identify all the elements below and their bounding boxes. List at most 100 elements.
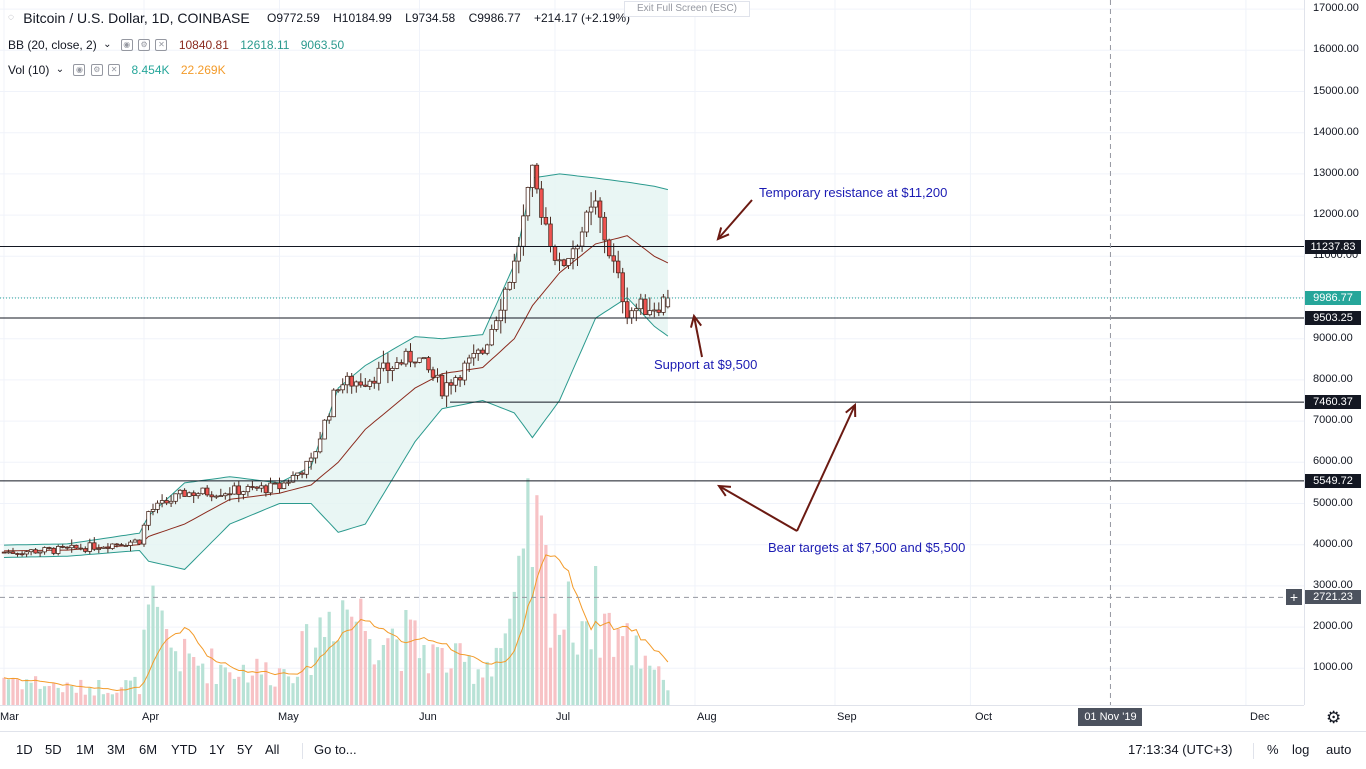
bb-upper-line xyxy=(3,173,669,546)
volume-bar xyxy=(490,676,494,705)
clock[interactable]: 17:13:34 (UTC+3) xyxy=(1128,742,1233,757)
candle-body xyxy=(263,485,269,494)
volume-bar xyxy=(201,663,205,705)
bear-arrow-left xyxy=(718,485,798,532)
volume-bar xyxy=(255,658,259,705)
timeframe-3m[interactable]: 3M xyxy=(107,742,126,757)
auto-toggle[interactable]: auto xyxy=(1326,742,1352,757)
candle-body xyxy=(159,500,165,504)
volume-value: 8.454K xyxy=(131,62,170,77)
candle-body xyxy=(625,301,630,319)
timeframe-1d[interactable]: 1D xyxy=(16,742,33,757)
candle-body xyxy=(372,380,377,384)
volume-bar xyxy=(264,662,268,705)
volume-bar xyxy=(124,680,128,705)
volume-bar xyxy=(408,619,413,705)
candle-body xyxy=(557,259,562,262)
candle-body xyxy=(516,245,521,262)
volume-bar xyxy=(277,668,282,705)
candle-body xyxy=(195,493,201,497)
candle-body xyxy=(643,298,648,316)
volume-bar xyxy=(494,647,498,705)
volume-label[interactable]: Vol (10) xyxy=(8,62,50,77)
log-toggle[interactable]: log xyxy=(1292,742,1310,757)
candle-body xyxy=(173,493,178,502)
candle-body xyxy=(272,482,278,485)
chart-pane[interactable] xyxy=(0,0,1304,705)
candle-body xyxy=(561,259,567,266)
volume-bar xyxy=(431,644,435,705)
eye-icon[interactable]: ◉ xyxy=(120,38,133,51)
timeframe-1m[interactable]: 1M xyxy=(76,742,95,757)
volume-bar xyxy=(56,687,60,705)
time-axis[interactable]: Mar Apr May Jun Jul Aug Sep Oct Dec 01 Nov '19 xyxy=(0,705,1304,731)
volume-bar xyxy=(228,672,232,705)
candle-body xyxy=(552,246,558,261)
price-axis[interactable]: 17000.00 16000.00 15000.00 14000.00 13000.00… xyxy=(1304,0,1366,705)
volume-bar xyxy=(562,629,566,705)
volume-bar xyxy=(314,647,318,705)
timeframe-5d[interactable]: 5D xyxy=(45,742,62,757)
candle-body xyxy=(164,500,169,504)
volume-ma-value: 22.269K xyxy=(180,62,226,77)
volume-bar xyxy=(65,682,69,705)
volume-bar xyxy=(535,495,539,705)
bb-label[interactable]: BB (20, close, 2) xyxy=(8,37,97,52)
bollinger-band-fill xyxy=(4,173,668,570)
volume-bar xyxy=(336,640,340,705)
bb-lower-line xyxy=(3,296,669,570)
volume-bar xyxy=(472,683,476,705)
volume-bar xyxy=(268,685,273,705)
price-tick-label: 5000.00 xyxy=(1313,496,1353,509)
candle-body xyxy=(331,389,336,418)
volume-bar xyxy=(661,679,665,705)
candle-body xyxy=(177,489,183,495)
timeframe-all[interactable]: All xyxy=(265,742,280,757)
gear-icon[interactable]: ⚙ xyxy=(138,38,151,51)
volume-bar xyxy=(210,648,214,705)
eye-icon[interactable]: ◌ xyxy=(8,12,14,23)
close-icon[interactable]: ✕ xyxy=(155,38,168,51)
candle-body xyxy=(42,547,47,553)
symbol-legend: ◌ Bitcoin / U.S. Dollar, 1D, COINBASE O9… xyxy=(8,10,630,26)
volume-bar xyxy=(481,677,485,705)
exit-fullscreen-button[interactable]: Exit Full Screen (ESC) xyxy=(624,1,750,17)
volume-bar xyxy=(169,647,173,705)
candle-body xyxy=(579,231,585,247)
volume-bar xyxy=(526,478,530,705)
price-tick-label: 6000.00 xyxy=(1313,455,1353,468)
volume-bar xyxy=(155,606,160,705)
candle-body xyxy=(186,492,192,497)
volume-bar xyxy=(128,680,133,705)
candle-body xyxy=(534,164,540,190)
timeframe-ytd[interactable]: YTD xyxy=(171,742,197,757)
candle-body xyxy=(521,215,526,247)
timeframe-6m[interactable]: 6M xyxy=(139,742,158,757)
percent-toggle[interactable]: % xyxy=(1267,742,1279,757)
time-tick-label: Aug xyxy=(697,711,717,723)
resistance-arrow-head xyxy=(716,227,730,241)
volume-bar xyxy=(214,684,218,705)
chevron-down-icon[interactable]: ⌄ xyxy=(103,39,112,51)
candle-body xyxy=(232,485,237,495)
candle-body xyxy=(1,551,7,554)
price-tick-label: 12000.00 xyxy=(1313,208,1359,221)
volume-bar xyxy=(142,629,146,705)
plus-icon[interactable]: + xyxy=(1286,589,1302,606)
change-value: +214.17 (+2.19%) xyxy=(533,11,631,25)
close-icon[interactable]: ✕ xyxy=(108,63,121,76)
crosshair-date-label: 01 Nov '19 xyxy=(1078,708,1143,726)
gear-icon[interactable]: ⚙ xyxy=(90,63,103,76)
candle-body xyxy=(421,357,427,360)
timeframe-1y[interactable]: 1Y xyxy=(209,742,225,757)
volume-bar xyxy=(445,672,449,705)
chevron-down-icon[interactable]: ⌄ xyxy=(55,64,65,76)
gear-icon[interactable]: ⚙ xyxy=(1326,708,1342,727)
candle-body xyxy=(494,320,499,330)
eye-icon[interactable]: ◉ xyxy=(73,63,86,76)
timeframe-5y[interactable]: 5Y xyxy=(237,742,253,757)
goto-button[interactable]: Go to... xyxy=(314,742,357,757)
symbol-title[interactable]: Bitcoin / U.S. Dollar, 1D, COINBASE xyxy=(23,10,250,26)
volume-bar xyxy=(652,669,656,705)
bollinger-band-lines xyxy=(3,173,669,570)
